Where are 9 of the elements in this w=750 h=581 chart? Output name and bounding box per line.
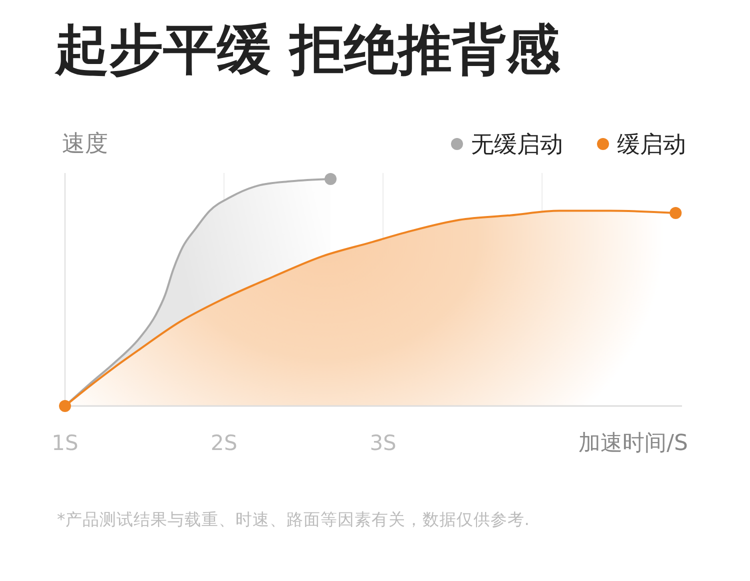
x-tick-label: 1S: [52, 431, 78, 455]
legend-label: 缓启动: [617, 132, 686, 158]
text: *产品测试结果与载重、时速、路面等因素有关，数据仅供参考.: [57, 510, 530, 529]
x-tick-label: 3S: [370, 431, 396, 455]
x-axis-title: 加速时间/S: [578, 431, 688, 456]
y-axis-title: 速度: [62, 131, 108, 157]
legend-label: 无缓启动: [471, 132, 563, 158]
chart-title: 起步平缓 拒绝推背感: [54, 18, 561, 81]
x-tick-label: 2S: [210, 431, 238, 455]
